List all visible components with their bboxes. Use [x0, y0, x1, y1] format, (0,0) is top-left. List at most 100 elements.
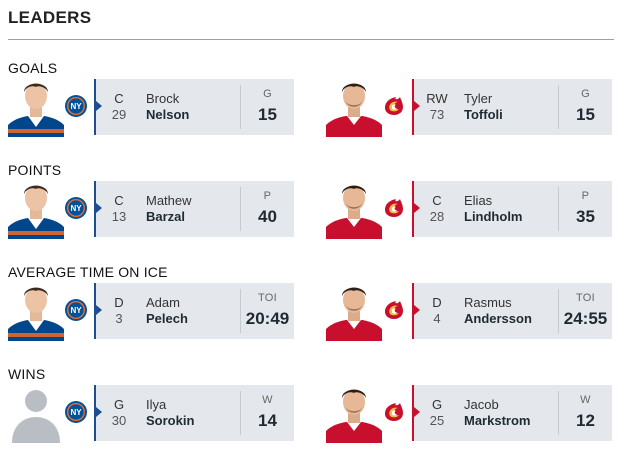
player-last-name[interactable]: Nelson: [146, 107, 190, 122]
away-leader-card[interactable]: D 4 Rasmus Andersson TOI 24:55: [326, 279, 616, 341]
player-first-name[interactable]: Rasmus: [464, 295, 512, 310]
divider: [558, 391, 559, 435]
stat-value: 12: [576, 411, 595, 430]
player-last-name[interactable]: Pelech: [146, 311, 188, 326]
home-leader-card[interactable]: C 29 Brock Nelson G 15: [8, 75, 298, 137]
home-leader-card[interactable]: D 3 Adam Pelech TOI 20:49: [8, 279, 298, 341]
stat-value: 40: [258, 207, 277, 226]
player-first-name[interactable]: Ilya: [146, 397, 167, 412]
stat-box: D 3 Adam Pelech TOI 20:49: [94, 283, 294, 339]
player-number: 25: [429, 413, 445, 428]
home-leader-card[interactable]: G 30 Ilya Sorokin W 14: [8, 381, 298, 443]
arrow-right-icon: [96, 101, 102, 111]
flames-logo-icon: [382, 400, 406, 424]
section-goals: GOALS C 29 Brock Nelson G 15 RW 73 Tyler…: [8, 60, 618, 76]
player-placeholder-avatar: [8, 381, 64, 443]
islanders-logo-icon: [64, 298, 88, 322]
player-position: RW: [426, 91, 448, 106]
flames-logo-icon: [382, 196, 406, 220]
stat-label: P: [581, 190, 590, 202]
stat-value: 15: [576, 105, 595, 124]
player-position: C: [114, 91, 124, 106]
divider: [240, 85, 241, 129]
stat-box: G 30 Ilya Sorokin W 14: [94, 385, 294, 441]
player-headshot: [326, 279, 382, 341]
stat-value: 35: [576, 207, 595, 226]
arrow-right-icon: [414, 203, 420, 213]
player-first-name[interactable]: Jacob: [464, 397, 499, 412]
stat-label: G: [263, 88, 272, 100]
section-wins: WINS G 30 Ilya Sorokin W 14 G 25 Jacob M…: [8, 366, 618, 382]
player-headshot: [326, 381, 382, 443]
islanders-logo-icon: [64, 94, 88, 118]
arrow-right-icon: [96, 407, 102, 417]
stat-label: TOI: [257, 292, 278, 304]
page-title: LEADERS: [8, 8, 92, 27]
stat-box: C 28 Elias Lindholm P 35: [412, 181, 612, 237]
arrow-right-icon: [414, 407, 420, 417]
player-last-name[interactable]: Lindholm: [464, 209, 523, 224]
stat-value: 14: [258, 411, 277, 430]
player-position: G: [431, 397, 443, 412]
away-leader-card[interactable]: RW 73 Tyler Toffoli G 15: [326, 75, 616, 137]
stat-label: G: [581, 88, 590, 100]
player-number: 29: [111, 107, 127, 122]
player-position: D: [114, 295, 124, 310]
islanders-logo-icon: [64, 196, 88, 220]
stat-label: P: [263, 190, 272, 202]
stat-box: C 13 Mathew Barzal P 40: [94, 181, 294, 237]
section-title: GOALS: [8, 60, 58, 76]
section-title: AVERAGE TIME ON ICE: [8, 264, 168, 280]
player-headshot: [8, 75, 64, 137]
player-position: G: [113, 397, 125, 412]
stat-label: TOI: [575, 292, 596, 304]
player-number: 3: [115, 311, 123, 326]
player-headshot: [8, 177, 64, 239]
player-last-name[interactable]: Andersson: [464, 311, 532, 326]
player-position: D: [432, 295, 442, 310]
flames-logo-icon: [382, 94, 406, 118]
player-first-name[interactable]: Mathew: [146, 193, 192, 208]
away-leader-card[interactable]: G 25 Jacob Markstrom W 12: [326, 381, 616, 443]
player-headshot: [8, 279, 64, 341]
arrow-right-icon: [96, 203, 102, 213]
player-last-name[interactable]: Sorokin: [146, 413, 195, 428]
stat-value: 15: [258, 105, 277, 124]
player-first-name[interactable]: Tyler: [464, 91, 493, 106]
player-first-name[interactable]: Adam: [146, 295, 180, 310]
away-leader-card[interactable]: C 28 Elias Lindholm P 35: [326, 177, 616, 239]
player-headshot: [326, 177, 382, 239]
section-title: POINTS: [8, 162, 62, 178]
player-last-name[interactable]: Barzal: [146, 209, 186, 224]
divider: [558, 85, 559, 129]
player-number: 28: [429, 209, 445, 224]
flames-logo-icon: [382, 298, 406, 322]
divider: [240, 289, 241, 333]
stat-box: G 25 Jacob Markstrom W 12: [412, 385, 612, 441]
divider: [240, 187, 241, 231]
divider: [240, 391, 241, 435]
stat-value: 20:49: [245, 309, 290, 328]
arrow-right-icon: [96, 305, 102, 315]
player-first-name[interactable]: Brock: [146, 91, 180, 106]
stat-label: W: [580, 394, 591, 406]
arrow-right-icon: [414, 101, 420, 111]
stat-box: RW 73 Tyler Toffoli G 15: [412, 79, 612, 135]
player-position: C: [432, 193, 442, 208]
home-leader-card[interactable]: C 13 Mathew Barzal P 40: [8, 177, 298, 239]
player-last-name[interactable]: Toffoli: [464, 107, 503, 122]
stat-value: 24:55: [563, 309, 608, 328]
stat-box: C 29 Brock Nelson G 15: [94, 79, 294, 135]
divider: [558, 187, 559, 231]
player-number: 73: [429, 107, 445, 122]
stat-label: W: [262, 394, 273, 406]
player-first-name[interactable]: Elias: [464, 193, 493, 208]
divider: [558, 289, 559, 333]
player-last-name[interactable]: Markstrom: [464, 413, 531, 428]
player-number: 30: [111, 413, 127, 428]
section-title: WINS: [8, 366, 46, 382]
section-points: POINTS C 13 Mathew Barzal P 40 C 28 Elia…: [8, 162, 618, 178]
stat-box: D 4 Rasmus Andersson TOI 24:55: [412, 283, 612, 339]
player-number: 13: [111, 209, 127, 224]
player-position: C: [114, 193, 124, 208]
